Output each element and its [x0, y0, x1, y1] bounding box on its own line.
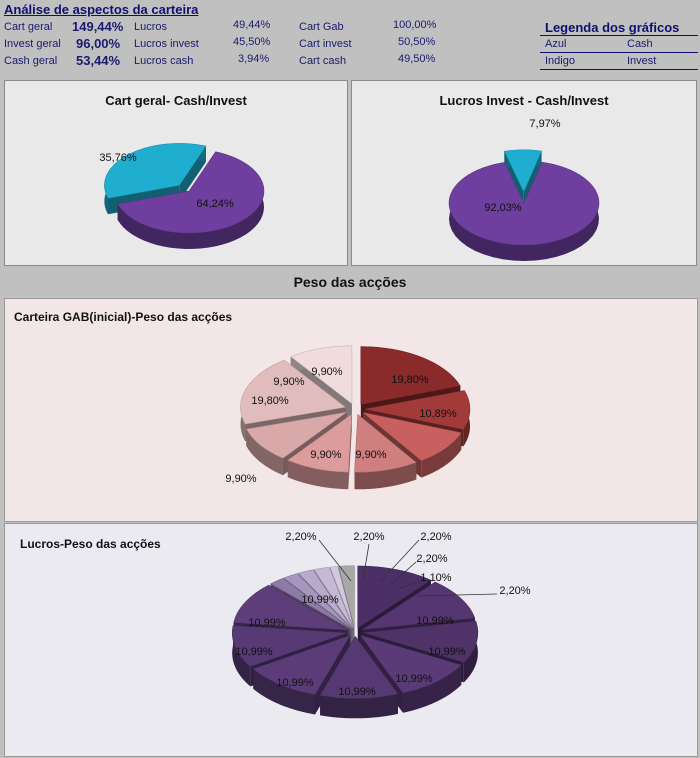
- slice-label-6: 9,90%: [273, 376, 304, 388]
- col2-label-2: Lucros invest: [134, 38, 199, 50]
- chart-title-cart-geral: Cart geral- Cash/Invest: [105, 93, 247, 108]
- slice-label-7: 19,80%: [251, 395, 289, 407]
- col2-value-2: 45,50%: [233, 36, 271, 48]
- col2-label-3: Lucros cash: [134, 55, 194, 67]
- pie-chart-lucros-invest: 7,97% 92,03%: [448, 118, 600, 261]
- col3-label-3: Cart cash: [299, 55, 347, 67]
- legend-title: Legenda dos gráficos: [545, 20, 680, 35]
- legend-rule-1: [540, 35, 698, 36]
- slice-label-13: 1,10%: [420, 572, 451, 584]
- legend-color-2: Indigo: [545, 55, 575, 67]
- col2-value-3: 3,94%: [238, 53, 270, 65]
- slice-2: [117, 151, 265, 249]
- pie-chart-lucros-peso: 10,99% 10,99% 10,99% 10,99% 10,99% 10,99% 10,9…: [232, 531, 531, 719]
- pie-chart-carteira-gab: 19,80% 10,89% 9,90% 9,90% 9,90% 9,90% 19,80% 9,…: [225, 345, 471, 490]
- slice-label-8: 9,90%: [311, 366, 342, 378]
- pie-chart-cart-geral: 35,76% 64,24%: [99, 143, 265, 249]
- legend-meaning-1: Cash: [627, 38, 653, 50]
- slice-label-12: 2,20%: [416, 553, 447, 565]
- panel-cart-geral: Cart geral- Cash/Invest 35,76% 64,24%: [4, 80, 348, 266]
- section-title: Peso das acções: [293, 274, 407, 290]
- slice-label-9: 2,20%: [285, 531, 316, 543]
- legend-rule-2: [540, 52, 698, 53]
- col1-value-1: 149,44%: [72, 19, 124, 34]
- slice-label-1: 19,80%: [391, 374, 429, 386]
- legend-meaning-2: Invest: [627, 55, 657, 67]
- slice-5: [319, 635, 399, 719]
- slice-label-4: 10,99%: [338, 686, 376, 698]
- slice-4: [354, 413, 417, 490]
- summary-title: Análise de aspectos da carteira: [4, 2, 199, 17]
- slice-label-14: 2,20%: [499, 585, 530, 597]
- legend-color-1: Azul: [545, 38, 567, 50]
- col3-value-1: 100,00%: [393, 19, 437, 31]
- slice-label-2: 10,89%: [419, 408, 457, 420]
- slice-label-4: 9,90%: [310, 449, 341, 461]
- chart-title-lucros-invest: Lucros Invest - Cash/Invest: [439, 93, 609, 108]
- slice-label-1: 10,99%: [416, 615, 454, 627]
- slice-label-2: 92,03%: [484, 202, 522, 214]
- slice-label-1: 7,97%: [529, 118, 560, 130]
- col1-value-2: 96,00%: [76, 36, 121, 51]
- slice-label-2: 64,24%: [196, 198, 234, 210]
- panel-carteira-gab: Carteira GAB(inicial)-Peso das acções 19…: [4, 298, 698, 522]
- slice-label-8: 10,99%: [301, 594, 339, 606]
- leader-line-13: [398, 580, 420, 590]
- leader-line-14: [416, 593, 498, 597]
- slice-label-2: 10,99%: [428, 646, 466, 658]
- slice-2: [448, 161, 600, 261]
- slice-label-5: 10,99%: [276, 677, 314, 689]
- col3-value-2: 50,50%: [398, 36, 436, 48]
- col1-label-1: Cart geral: [4, 21, 53, 33]
- panel-lucros-invest: Lucros Invest - Cash/Invest 7,97% 92,03%: [351, 80, 697, 266]
- slice-label-11: 2,20%: [420, 531, 451, 543]
- col3-value-3: 49,50%: [398, 53, 436, 65]
- col2-label-1: Lucros: [134, 21, 168, 33]
- chart-legend: Legenda dos gráficos Azul Cash Indigo In…: [540, 18, 698, 70]
- col3-label-2: Cart invest: [299, 38, 352, 50]
- section-band: Peso das acções: [0, 268, 700, 298]
- col1-label-2: Invest geral: [4, 38, 61, 50]
- slice-label-1: 35,76%: [99, 152, 137, 164]
- chart-title-lucros-peso: Lucros-Peso das acções: [20, 537, 161, 551]
- leader-line-12: [388, 561, 417, 587]
- leader-line-11: [379, 539, 420, 583]
- leader-line-9: [318, 539, 352, 582]
- col1-value-3: 53,44%: [76, 53, 121, 68]
- legend-rule-3: [540, 69, 698, 70]
- col3-label-1: Cart Gab: [299, 21, 344, 33]
- slice-label-10: 2,20%: [353, 531, 384, 543]
- slice-label-3: 9,90%: [355, 449, 386, 461]
- slice-label-5: 9,90%: [225, 473, 256, 485]
- slice-5: [287, 413, 352, 490]
- col2-value-1: 49,44%: [233, 19, 271, 31]
- slice-label-7: 10,99%: [248, 617, 286, 629]
- leader-line-10: [362, 543, 370, 581]
- chart-title-carteira-gab: Carteira GAB(inicial)-Peso das acções: [14, 310, 233, 324]
- summary-header: Análise de aspectos da carteira Cart ger…: [0, 0, 700, 74]
- panel-lucros-peso: Lucros-Peso das acções 10,99% 10,99% 10,99…: [4, 523, 698, 757]
- slice-label-6: 10,99%: [235, 646, 273, 658]
- col1-label-3: Cash geral: [4, 55, 58, 67]
- slice-label-3: 10,99%: [395, 673, 433, 685]
